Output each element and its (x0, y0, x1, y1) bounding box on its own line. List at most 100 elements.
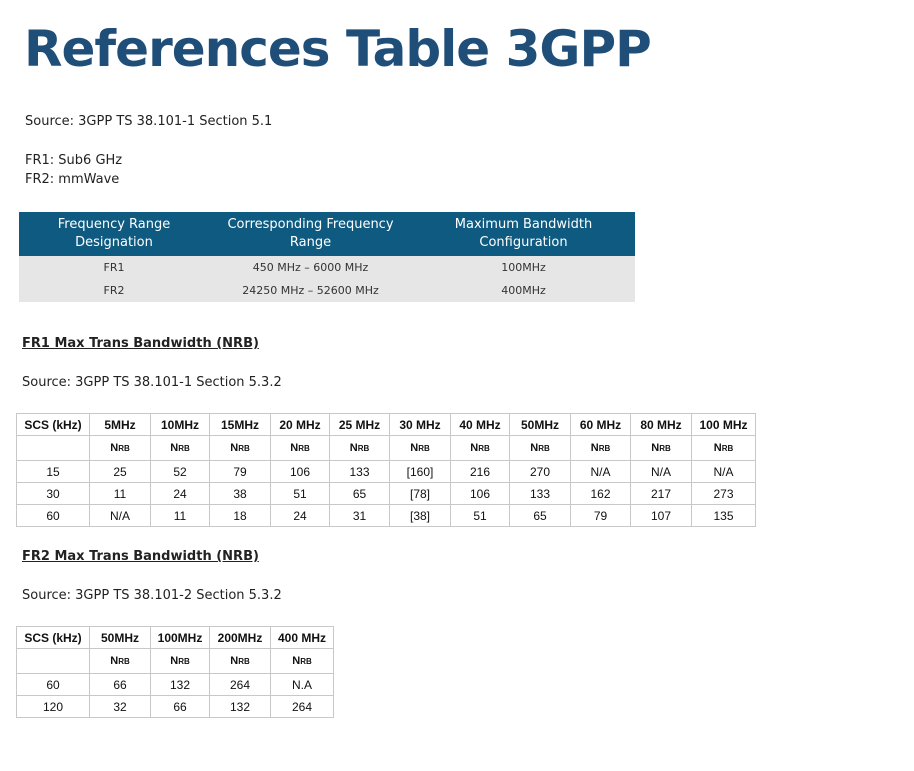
fr2-bandwidth-table: SCS (kHz) 50MHz 100MHz 200MHz 400 MHz NRB NRB… (16, 626, 334, 718)
table-cell: 60 (16, 504, 90, 527)
n-symbol: N (110, 442, 119, 454)
rb-subscript: RB (178, 657, 190, 666)
subheader-cell (16, 435, 90, 461)
n-symbol: N (590, 442, 599, 454)
n-symbol: N (110, 655, 119, 667)
subheader-cell: NRB (389, 435, 451, 461)
table-cell: 216 (450, 460, 510, 483)
column-header: 20 MHz (270, 413, 330, 436)
table-cell: 25 (89, 460, 151, 483)
table-cell: 135 (691, 504, 756, 527)
table-row: FR1 450 MHz – 6000 MHz 100MHz (19, 256, 635, 279)
column-header: 60 MHz (570, 413, 631, 436)
table-cell: 132 (209, 695, 271, 718)
column-header: 25 MHz (329, 413, 390, 436)
column-header: 100 MHz (691, 413, 756, 436)
column-header: Corresponding Frequency Range (209, 212, 412, 256)
table-cell: 450 MHz – 6000 MHz (209, 256, 412, 279)
rb-subscript: RB (118, 444, 130, 453)
subheader-cell: NRB (270, 435, 330, 461)
subheader-cell: NRB (89, 648, 151, 674)
table-cell: 133 (509, 482, 571, 505)
table-cell: [160] (389, 460, 451, 483)
n-symbol: N (292, 655, 301, 667)
fr1-section-heading: FR1 Max Trans Bandwidth (NRB) (22, 336, 259, 351)
table-cell: 100MHz (412, 256, 635, 279)
rb-subscript: RB (538, 444, 550, 453)
rb-subscript: RB (118, 657, 130, 666)
column-header: 80 MHz (630, 413, 692, 436)
rb-subscript: RB (238, 657, 250, 666)
n-symbol: N (349, 442, 358, 454)
column-header: 400 MHz (270, 626, 334, 649)
table-cell: 18 (209, 504, 271, 527)
table-cell: 24250 MHz – 52600 MHz (209, 279, 412, 302)
source-text: Source: 3GPP TS 38.101-1 Section 5.1 (25, 114, 273, 129)
table-header-row: SCS (kHz) 50MHz 100MHz 200MHz 400 MHz (16, 626, 334, 649)
table-cell: 30 (16, 482, 90, 505)
table-row: 60 66 132 264 N.A (16, 673, 334, 696)
table-cell: N/A (691, 460, 756, 483)
table-cell: 65 (509, 504, 571, 527)
column-header: Maximum Bandwidth Configuration (412, 212, 635, 256)
table-cell: N.A (270, 673, 334, 696)
fr2-definition: FR2: mmWave (25, 172, 120, 187)
table-cell: 79 (209, 460, 271, 483)
table-cell: N/A (570, 460, 631, 483)
n-symbol: N (470, 442, 479, 454)
table-cell: 264 (270, 695, 334, 718)
column-header: 30 MHz (389, 413, 451, 436)
table-cell: 31 (329, 504, 390, 527)
table-cell: FR1 (19, 256, 209, 279)
page-title: References Table 3GPP (24, 20, 652, 78)
rb-subscript: RB (659, 444, 671, 453)
table-cell: [38] (389, 504, 451, 527)
table-cell: 270 (509, 460, 571, 483)
table-row: FR2 24250 MHz – 52600 MHz 400MHz (19, 279, 635, 302)
rb-subscript: RB (298, 444, 310, 453)
table-cell: 107 (630, 504, 692, 527)
subheader-row: NRB NRB NRB NRB (16, 648, 334, 674)
table-cell: 32 (89, 695, 151, 718)
subheader-cell: NRB (209, 435, 271, 461)
n-symbol: N (410, 442, 419, 454)
fr1-source-text: Source: 3GPP TS 38.101-1 Section 5.3.2 (22, 375, 282, 390)
n-symbol: N (713, 442, 722, 454)
subheader-cell: NRB (89, 435, 151, 461)
n-symbol: N (290, 442, 299, 454)
table-cell: 106 (450, 482, 510, 505)
subheader-cell: NRB (450, 435, 510, 461)
table-cell: 24 (270, 504, 330, 527)
fr1-definition: FR1: Sub6 GHz (25, 153, 123, 168)
table-cell: 217 (630, 482, 692, 505)
table-row: 60 N/A 11 18 24 31 [38] 51 65 79 107 135 (16, 504, 756, 527)
table-cell: 60 (16, 673, 90, 696)
table-header-row: SCS (kHz) 5MHz 10MHz 15MHz 20 MHz 25 MHz 30 MH… (16, 413, 756, 436)
subheader-cell: NRB (630, 435, 692, 461)
table-cell: 79 (570, 504, 631, 527)
column-header: 50MHz (509, 413, 571, 436)
table-cell: 65 (329, 482, 390, 505)
n-symbol: N (530, 442, 539, 454)
column-header: 40 MHz (450, 413, 510, 436)
column-header: SCS (kHz) (16, 626, 90, 649)
table-cell: 51 (450, 504, 510, 527)
subheader-cell (16, 648, 90, 674)
fr2-source-text: Source: 3GPP TS 38.101-2 Section 5.3.2 (22, 588, 282, 603)
table-row: 30 11 24 38 51 65 [78] 106 133 162 217 273 (16, 482, 756, 505)
table-cell: 106 (270, 460, 330, 483)
subheader-cell: NRB (209, 648, 271, 674)
table-cell: 400MHz (412, 279, 635, 302)
table-cell: 66 (89, 673, 151, 696)
table-header-row: Frequency Range Designation Correspondin… (19, 212, 635, 256)
table-cell: 15 (16, 460, 90, 483)
n-symbol: N (170, 655, 179, 667)
table-cell: 38 (209, 482, 271, 505)
column-header: 50MHz (89, 626, 151, 649)
column-header: 200MHz (209, 626, 271, 649)
table-row: 120 32 66 132 264 (16, 695, 334, 718)
subheader-cell: NRB (329, 435, 390, 461)
table-cell: 51 (270, 482, 330, 505)
table-cell: 264 (209, 673, 271, 696)
n-symbol: N (170, 442, 179, 454)
